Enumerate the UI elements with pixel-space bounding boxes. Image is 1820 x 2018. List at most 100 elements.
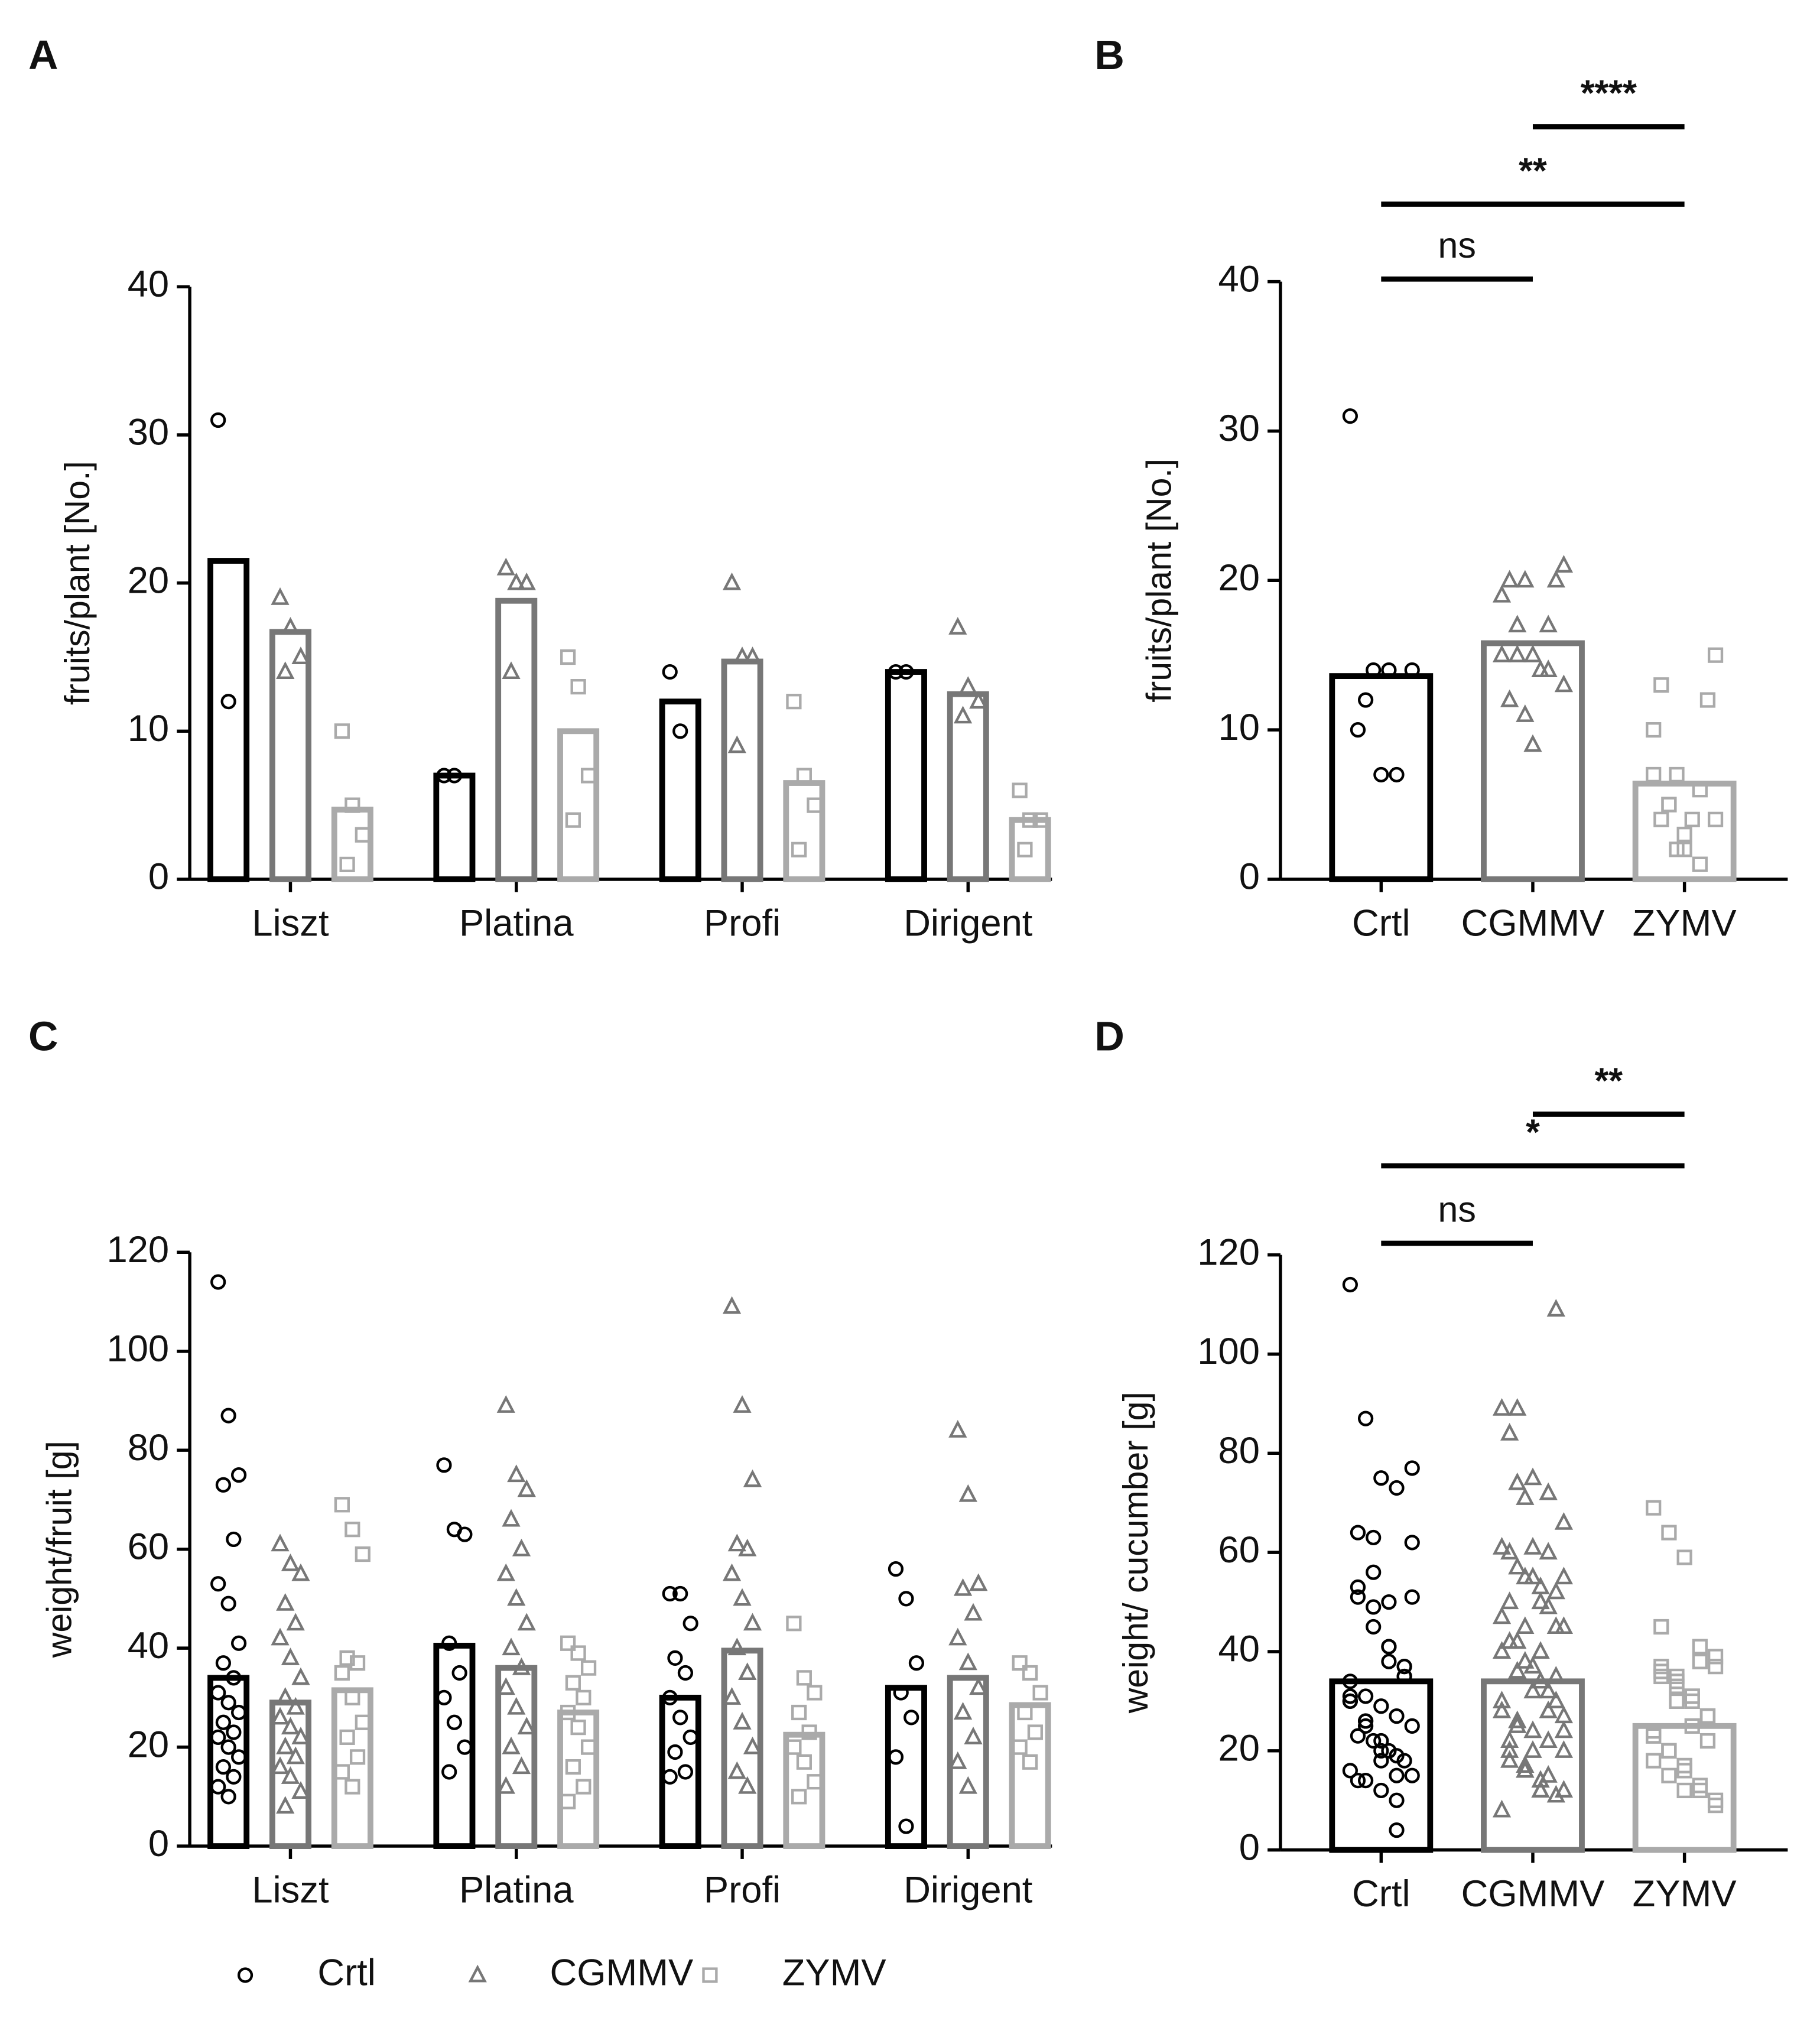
point [1404, 1718, 1420, 1734]
point [662, 1585, 678, 1602]
point [226, 1531, 242, 1548]
point [1366, 662, 1382, 678]
point [496, 1677, 515, 1695]
point [662, 1689, 678, 1705]
point [1676, 1757, 1692, 1774]
point [339, 1729, 355, 1745]
y-tick-label: 10 [1218, 707, 1260, 748]
point [1539, 1700, 1558, 1718]
point [220, 1789, 236, 1805]
point [496, 1395, 515, 1413]
point [507, 572, 526, 590]
point [339, 1650, 355, 1666]
point [1012, 782, 1028, 798]
point [948, 1627, 967, 1646]
point [231, 1467, 247, 1483]
point [743, 646, 762, 664]
y-tick-label: 0 [1239, 856, 1260, 898]
point [796, 1754, 812, 1770]
point [334, 1497, 350, 1513]
point [1342, 1763, 1358, 1779]
point [1508, 1631, 1527, 1649]
point [1531, 1641, 1550, 1659]
point [220, 1408, 236, 1424]
point [496, 1563, 515, 1581]
point [1554, 1705, 1574, 1724]
point [517, 1717, 536, 1735]
point [1396, 1659, 1412, 1675]
point [1500, 1422, 1519, 1441]
point [1546, 1785, 1565, 1803]
point [355, 827, 370, 843]
point [507, 1697, 526, 1715]
point [1653, 811, 1669, 827]
point [1492, 1700, 1512, 1718]
y-tick-label: 30 [128, 412, 169, 453]
point [286, 1746, 305, 1764]
point [1669, 766, 1685, 783]
point [276, 1736, 295, 1754]
bar [557, 1710, 600, 1849]
point [1661, 1743, 1677, 1759]
x-tick-label: Dirigent [904, 902, 1033, 944]
point [1539, 1542, 1558, 1560]
point [436, 1457, 452, 1473]
point [517, 572, 536, 590]
point [1381, 1743, 1397, 1759]
point [958, 1652, 977, 1671]
point [888, 1749, 904, 1765]
point [1516, 1616, 1535, 1634]
point [801, 1724, 817, 1740]
point [349, 1749, 366, 1765]
point [1357, 1773, 1374, 1789]
point [1707, 811, 1724, 827]
point [953, 1702, 973, 1720]
point [436, 768, 452, 784]
point [1554, 1720, 1574, 1738]
point [1500, 689, 1519, 707]
y-tick-label: 0 [148, 1823, 169, 1864]
point [1357, 692, 1374, 708]
point [807, 797, 823, 813]
point [1684, 811, 1700, 827]
point [904, 1710, 919, 1725]
point [1022, 1665, 1038, 1681]
point [1012, 1655, 1028, 1671]
point [1546, 570, 1565, 588]
point [496, 1776, 515, 1794]
point [1389, 1748, 1405, 1764]
point [1492, 644, 1512, 662]
point [291, 1563, 310, 1581]
y-tick-label: 40 [1218, 1629, 1260, 1670]
point [1366, 1529, 1382, 1546]
point [1516, 704, 1535, 722]
point [1653, 1659, 1669, 1675]
point [286, 1613, 305, 1631]
point [682, 1729, 698, 1745]
x-tick-label: Dirigent [904, 1869, 1033, 1910]
point [1554, 555, 1574, 573]
y-tick-label: 40 [128, 1625, 169, 1666]
point [1366, 1564, 1382, 1580]
point [344, 1779, 360, 1795]
point [281, 1717, 300, 1735]
y-axis-label: weight/ cucumber [g] [1117, 1392, 1155, 1714]
point [1357, 1688, 1374, 1704]
point [1661, 1743, 1677, 1759]
x-tick-label: CGMMV [1461, 1873, 1605, 1915]
point [1554, 674, 1574, 693]
significance-label: ns [1438, 225, 1476, 265]
point [1017, 841, 1033, 857]
x-tick-label: Liszt [252, 902, 329, 944]
x-tick-label: ZYMV [1633, 1873, 1737, 1915]
point [1508, 1715, 1527, 1733]
bar [207, 558, 250, 882]
point [672, 1585, 688, 1602]
point [576, 1689, 592, 1705]
point [512, 1756, 531, 1775]
point [1404, 1767, 1420, 1783]
point [1404, 1535, 1420, 1551]
point [291, 1781, 310, 1799]
point [1684, 1693, 1700, 1709]
point [446, 1714, 463, 1730]
